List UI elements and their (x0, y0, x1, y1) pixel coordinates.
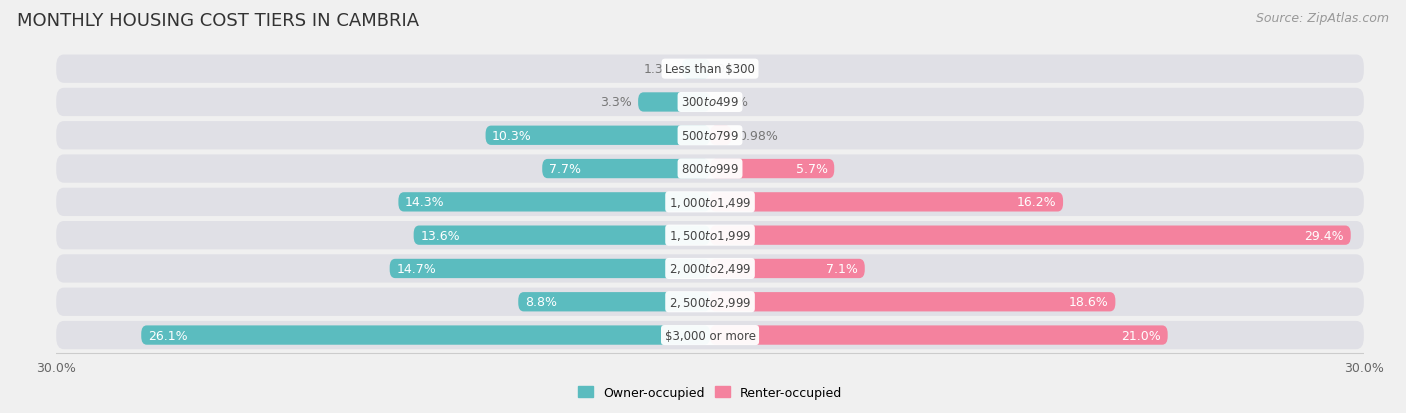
FancyBboxPatch shape (56, 255, 1364, 283)
FancyBboxPatch shape (56, 89, 1364, 117)
FancyBboxPatch shape (519, 292, 710, 312)
Text: $1,000 to $1,499: $1,000 to $1,499 (669, 195, 751, 209)
FancyBboxPatch shape (56, 321, 1364, 349)
Text: 0.0%: 0.0% (717, 96, 748, 109)
FancyBboxPatch shape (710, 325, 1167, 345)
Text: 29.4%: 29.4% (1305, 229, 1344, 242)
Text: Less than $300: Less than $300 (665, 63, 755, 76)
FancyBboxPatch shape (56, 55, 1364, 83)
FancyBboxPatch shape (56, 221, 1364, 250)
Text: 5.7%: 5.7% (796, 163, 828, 176)
FancyBboxPatch shape (638, 93, 710, 112)
Text: 16.2%: 16.2% (1017, 196, 1056, 209)
FancyBboxPatch shape (710, 193, 1063, 212)
FancyBboxPatch shape (56, 122, 1364, 150)
Text: 10.3%: 10.3% (492, 129, 531, 142)
Text: 0.98%: 0.98% (738, 129, 778, 142)
FancyBboxPatch shape (710, 292, 1115, 312)
Text: $1,500 to $1,999: $1,500 to $1,999 (669, 229, 751, 242)
FancyBboxPatch shape (710, 159, 834, 179)
Text: MONTHLY HOUSING COST TIERS IN CAMBRIA: MONTHLY HOUSING COST TIERS IN CAMBRIA (17, 12, 419, 30)
FancyBboxPatch shape (56, 155, 1364, 183)
Text: 21.0%: 21.0% (1122, 329, 1161, 342)
Text: 8.8%: 8.8% (524, 296, 557, 309)
Legend: Owner-occupied, Renter-occupied: Owner-occupied, Renter-occupied (574, 381, 846, 404)
Text: 1.3%: 1.3% (644, 63, 675, 76)
Text: 0.0%: 0.0% (717, 63, 748, 76)
FancyBboxPatch shape (413, 226, 710, 245)
Text: 26.1%: 26.1% (148, 329, 187, 342)
Text: 13.6%: 13.6% (420, 229, 460, 242)
Text: $300 to $499: $300 to $499 (681, 96, 740, 109)
Text: $2,000 to $2,499: $2,000 to $2,499 (669, 262, 751, 276)
Text: Source: ZipAtlas.com: Source: ZipAtlas.com (1256, 12, 1389, 25)
Text: $3,000 or more: $3,000 or more (665, 329, 755, 342)
Text: 14.3%: 14.3% (405, 196, 444, 209)
FancyBboxPatch shape (56, 188, 1364, 216)
FancyBboxPatch shape (389, 259, 710, 278)
Text: $800 to $999: $800 to $999 (681, 163, 740, 176)
Text: 7.1%: 7.1% (827, 262, 858, 275)
Text: $500 to $799: $500 to $799 (681, 129, 740, 142)
Text: $2,500 to $2,999: $2,500 to $2,999 (669, 295, 751, 309)
FancyBboxPatch shape (398, 193, 710, 212)
FancyBboxPatch shape (543, 159, 710, 179)
FancyBboxPatch shape (141, 325, 710, 345)
Text: 3.3%: 3.3% (600, 96, 631, 109)
FancyBboxPatch shape (710, 226, 1351, 245)
Text: 18.6%: 18.6% (1069, 296, 1109, 309)
Text: 14.7%: 14.7% (396, 262, 436, 275)
FancyBboxPatch shape (710, 126, 731, 145)
FancyBboxPatch shape (56, 288, 1364, 316)
Text: 7.7%: 7.7% (548, 163, 581, 176)
FancyBboxPatch shape (710, 259, 865, 278)
FancyBboxPatch shape (682, 60, 710, 79)
FancyBboxPatch shape (485, 126, 710, 145)
